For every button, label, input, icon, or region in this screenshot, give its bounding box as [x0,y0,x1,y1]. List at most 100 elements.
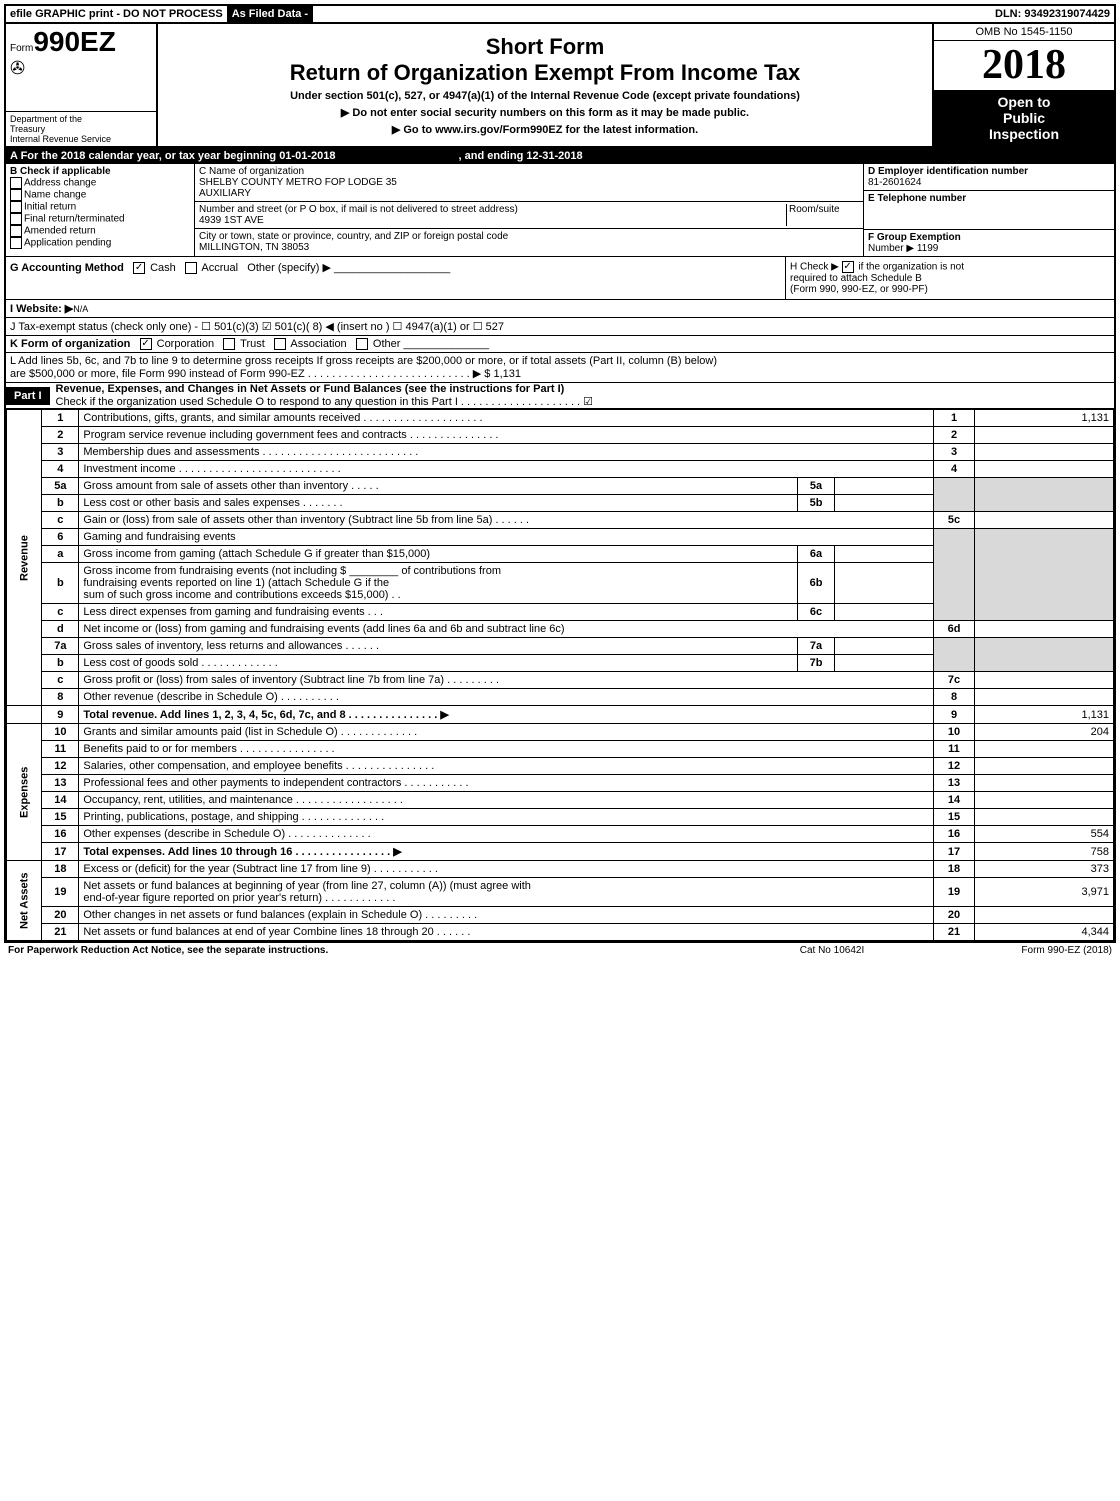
city-value: MILLINGTON, TN 38053 [199,242,859,253]
cb-label-0: Address change [24,178,96,189]
r19-num: 19 [42,878,79,907]
cb-trust[interactable] [223,338,235,350]
r16-box: 16 [934,826,975,843]
r3-desc: Membership dues and assessments . . . . … [79,444,934,461]
r15-amt [975,809,1114,826]
r6a-desc: Gross income from gaming (attach Schedul… [79,546,798,563]
short-form-title: Short Form [486,34,605,60]
r3-amt [975,444,1114,461]
r21-amt: 4,344 [975,924,1114,941]
r9-desc-text: Total revenue. Add lines 1, 2, 3, 4, 5c,… [83,709,448,721]
row-2: 2 Program service revenue including gove… [7,427,1114,444]
row-12: 12Salaries, other compensation, and empl… [7,758,1114,775]
side-revenue: Revenue [7,410,42,706]
r19-d2: end-of-year figure reported on prior yea… [83,892,395,904]
k-assoc-label: Association [290,338,346,350]
goto-link[interactable]: ▶ Go to www.irs.gov/Form990EZ for the la… [392,123,698,136]
row-6: 6 Gaming and fundraising events [7,529,1114,546]
cb-amended-return[interactable]: Amended return [10,225,190,237]
cb-address-change[interactable]: Address change [10,177,190,189]
h-line3: (Form 990, 990-EZ, or 990-PF) [790,284,928,295]
r5c-num: c [42,512,79,529]
row-5a: 5a Gross amount from sale of assets othe… [7,478,1114,495]
r13-desc: Professional fees and other payments to … [79,775,934,792]
side-net-assets: Net Assets [7,861,42,941]
r1-num: 1 [42,410,79,427]
r7b-minival [835,655,934,672]
tax-year: 2018 [934,41,1114,89]
r7c-amt [975,672,1114,689]
header-right: OMB No 1545-1150 2018 Open to Public Ins… [932,24,1114,146]
main-title: Return of Organization Exempt From Incom… [290,60,801,86]
side-expenses: Expenses [7,724,42,861]
l-gross-receipts: L Add lines 5b, 6c, and 7b to line 9 to … [6,353,1114,383]
row-18: Net Assets 18 Excess or (deficit) for th… [7,861,1114,878]
r17-num: 17 [42,843,79,861]
row-1: Revenue 1 Contributions, gifts, grants, … [7,410,1114,427]
subtitle: Under section 501(c), 527, or 4947(a)(1)… [290,90,800,102]
l-line1: L Add lines 5b, 6c, and 7b to line 9 to … [10,355,1110,367]
r13-amt [975,775,1114,792]
ssn-note: ▶ Do not enter social security numbers o… [341,106,749,119]
r6d-desc: Net income or (loss) from gaming and fun… [79,621,934,638]
open-line-3: Inspection [938,126,1110,142]
dln-label: DLN: 93492319074429 [991,6,1114,22]
dept-line-2: Treasury [10,124,152,134]
r16-amt: 554 [975,826,1114,843]
r10-desc: Grants and similar amounts paid (list in… [79,724,934,741]
r10-box: 10 [934,724,975,741]
cb-label-3: Final return/terminated [24,214,125,225]
r18-box: 18 [934,861,975,878]
row-15: 15Printing, publications, postage, and s… [7,809,1114,826]
r6b-d1: Gross income from fundraising events (no… [83,565,346,577]
r9-num: 9 [42,706,79,724]
r5b-desc: Less cost or other basis and sales expen… [79,495,798,512]
r7c-num: c [42,672,79,689]
r5a-minival [835,478,934,495]
part-1-bar: Part I Revenue, Expenses, and Changes in… [6,383,1114,409]
row-4: 4 Investment income . . . . . . . . . . … [7,461,1114,478]
cb-application-pending[interactable]: Application pending [10,237,190,249]
r20-amt [975,907,1114,924]
topbar-spacer [313,6,991,22]
g-accrual-label: Accrual [201,262,238,274]
r8-box: 8 [934,689,975,706]
r7ab-amt-shade [975,638,1114,672]
r6d-num: d [42,621,79,638]
r6a-minival [835,546,934,563]
footer: For Paperwork Reduction Act Notice, see … [4,943,1116,958]
r4-box: 4 [934,461,975,478]
r18-amt: 373 [975,861,1114,878]
r18-desc: Excess or (deficit) for the year (Subtra… [79,861,934,878]
street-value: 4939 1ST AVE [199,215,786,226]
cb-h[interactable] [842,261,854,273]
omb-number: OMB No 1545-1150 [934,24,1114,41]
r2-num: 2 [42,427,79,444]
cb-cash[interactable] [133,262,145,274]
r15-desc: Printing, publications, postage, and shi… [79,809,934,826]
city-row: City or town, state or province, country… [195,229,863,255]
ein-label: D Employer identification number [868,166,1110,177]
cb-label-1: Name change [24,190,86,201]
j-tax-exempt: J Tax-exempt status (check only one) - ☐… [6,318,1114,336]
dept-line-3: Internal Revenue Service [10,134,152,144]
cb-other[interactable] [356,338,368,350]
cb-name-change[interactable]: Name change [10,189,190,201]
cb-initial-return[interactable]: Initial return [10,201,190,213]
form-number: Form990EZ ✇ [6,24,156,81]
row-9: 9 Total revenue. Add lines 1, 2, 3, 4, 5… [7,706,1114,724]
cb-label-2: Initial return [24,202,76,213]
r19-box: 19 [934,878,975,907]
part-1-tag: Part I [6,387,50,405]
row-14: 14Occupancy, rent, utilities, and mainte… [7,792,1114,809]
r7a-minival [835,638,934,655]
i-label: I Website: ▶ [10,303,73,315]
cb-final-return[interactable]: Final return/terminated [10,213,190,225]
cb-assoc[interactable] [274,338,286,350]
r18-num: 18 [42,861,79,878]
footer-mid: Cat No 10642I [732,945,932,956]
cb-corp[interactable] [140,338,152,350]
r6b-d3: fundraising events reported on line 1) (… [83,577,389,589]
part-1-title: Revenue, Expenses, and Changes in Net As… [56,383,565,395]
cb-accrual[interactable] [185,262,197,274]
